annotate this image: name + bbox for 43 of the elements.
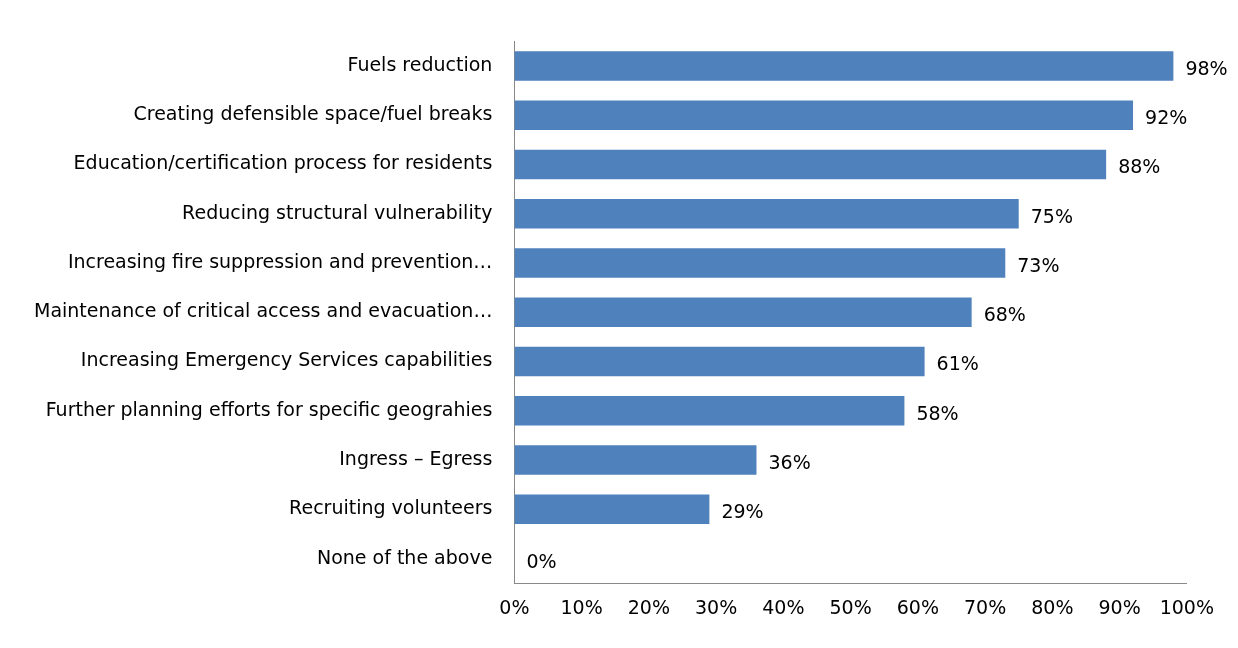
y-tick-label: Increasing fire suppression and prevention… [67,249,493,272]
x-tick-label: 40% [762,595,805,618]
bar [514,346,925,377]
bar [514,494,710,525]
data-label: 73% [1017,253,1060,276]
x-tick-label: 60% [896,595,939,618]
data-label: 75% [1030,204,1073,227]
x-tick-label: 50% [829,595,872,618]
x-tick-label: 100% [1159,595,1214,618]
bar [514,396,905,426]
data-label: 68% [983,303,1026,326]
y-tick-label: None of the above [316,545,493,568]
data-label: 0% [526,549,557,572]
data-label: 61% [936,352,979,375]
bar [514,297,972,328]
x-tick-label: 10% [560,595,603,618]
bar [514,149,1107,180]
data-label: 58% [916,401,959,424]
data-label: 98% [1185,56,1228,79]
bar [514,100,1134,131]
x-tick-label: 70% [963,595,1007,618]
data-label: 88% [1118,155,1161,178]
y-tick-label: Education/certification process for residents [73,151,493,174]
y-tick-label: Fuels reduction [347,52,493,75]
x-tick-label: 80% [1031,595,1074,618]
bar [514,248,1006,278]
data-label: 36% [768,451,811,473]
x-tick-label: 90% [1098,595,1141,618]
y-tick-label: Recruiting volunteers [289,496,493,519]
x-tick-label: 0% [499,595,530,618]
y-tick-label: Creating defensible space/fuel breaks [133,102,493,125]
y-tick-label: Reducing structural vulnerability [182,200,493,223]
x-tick-label: 20% [627,595,670,618]
y-tick-label: Maintenance of critical access and evacuation… [34,299,493,322]
x-tick-label: 30% [695,595,738,618]
data-label: 29% [721,500,764,523]
bar [514,51,1174,81]
bar [514,199,1019,229]
data-label: 92% [1145,106,1188,129]
y-tick-label: Ingress – Egress [339,447,493,469]
bar [514,445,757,475]
y-tick-label: Increasing Emergency Services capabilities [80,348,493,371]
y-tick-label: Further planning efforts for specific geograhies [45,397,493,420]
